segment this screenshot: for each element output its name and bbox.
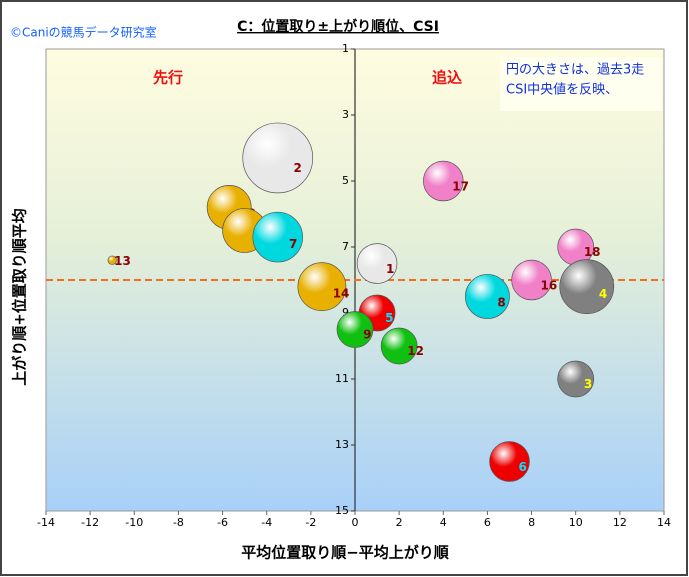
x-tick-label: -6 [217, 516, 228, 529]
bubble [107, 255, 117, 265]
y-tick-label: 5 [342, 174, 349, 187]
note: 円の大きさは、過去3走 [506, 63, 644, 78]
x-tick-label: -4 [261, 516, 272, 529]
note: CSI中央値を反映、 [506, 82, 618, 98]
bubble [242, 122, 314, 194]
bubble [336, 311, 374, 348]
x-tick-label: 12 [613, 516, 627, 529]
bubble-label: 2 [293, 161, 301, 175]
y-tick-label: 7 [342, 240, 349, 253]
x-tick-label: 0 [352, 516, 359, 529]
bubble [356, 243, 398, 284]
y-tick-label: 9 [342, 306, 349, 319]
bubble [252, 211, 304, 263]
note-box [500, 57, 662, 111]
bubble-label: 6 [518, 460, 526, 474]
x-tick-label: 4 [440, 516, 447, 529]
bubble [511, 259, 552, 301]
x-tick-label: -10 [125, 516, 143, 529]
bubble-label: 9 [363, 327, 371, 341]
y-tick-label: 11 [335, 372, 349, 385]
x-tick-label: 8 [528, 516, 535, 529]
y-axis-label: 上がり順+位置取り順平均 [11, 208, 29, 386]
y-tick-label: 13 [335, 438, 349, 451]
annotation: 先行 [153, 69, 183, 87]
x-tick-label: -8 [173, 516, 184, 529]
y-tick-label: 3 [342, 108, 349, 121]
bubble [297, 262, 347, 311]
bubble-label: 12 [407, 344, 424, 358]
bubble-label: 14 [333, 286, 350, 300]
bubble [559, 259, 615, 314]
x-tick-label: 2 [396, 516, 403, 529]
bubble-label: 8 [497, 296, 505, 310]
x-tick-label: -2 [305, 516, 316, 529]
bubble-label: 3 [584, 377, 592, 391]
x-tick-label: 6 [484, 516, 491, 529]
x-tick-label: 10 [569, 516, 583, 529]
x-axis-label: 平均位置取り順−平均上がり順 [241, 544, 450, 562]
bubble-label: 17 [452, 179, 469, 193]
bubble [423, 160, 464, 202]
x-tick-label: -14 [37, 516, 55, 529]
bubble-label: 4 [599, 287, 607, 301]
bubble-label: 1 [386, 262, 394, 276]
y-tick-label: 15 [335, 504, 349, 517]
bubble-label: 13 [114, 254, 131, 268]
bubble [380, 327, 418, 365]
annotation: 追込 [432, 69, 462, 87]
watermark: ©Caniの競馬データ研究室 [10, 25, 157, 40]
bubble [557, 360, 595, 398]
bubble [489, 441, 530, 482]
x-tick-label: -12 [81, 516, 99, 529]
chart-title: C：位置取り±上がり順位、CSI [237, 18, 439, 35]
bubble-label: 7 [289, 237, 297, 251]
bubble [465, 274, 510, 319]
bubble-label: 18 [584, 245, 601, 259]
bubble-label: 16 [541, 278, 558, 292]
bubble-label: 5 [385, 311, 393, 325]
x-tick-label: 14 [657, 516, 671, 529]
y-tick-label: 1 [342, 42, 349, 55]
